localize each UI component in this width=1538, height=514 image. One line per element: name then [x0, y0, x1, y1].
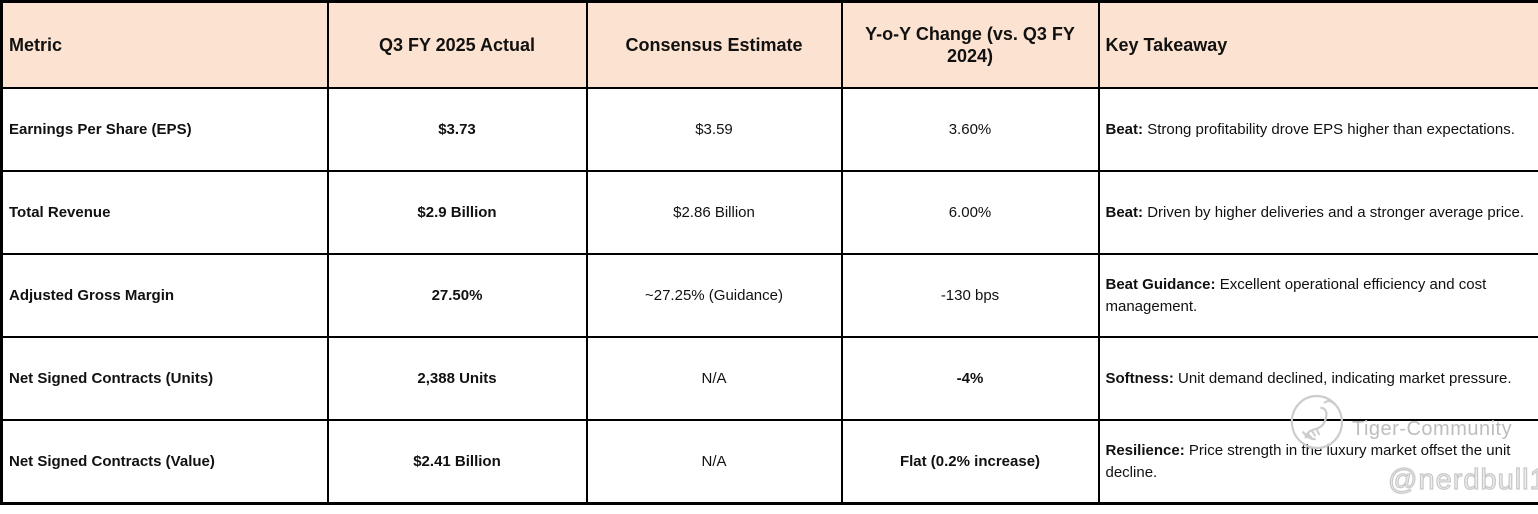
cell-actual: 27.50%: [326, 253, 588, 338]
cell-yoy: Flat (0.2% increase): [840, 419, 1100, 505]
cell-consensus: ~27.25% (Guidance): [585, 253, 843, 338]
cell-yoy: -130 bps: [840, 253, 1100, 338]
takeaway-label: Beat:: [1105, 120, 1144, 138]
cell-consensus: $3.59: [585, 87, 843, 172]
takeaway-label: Beat Guidance:: [1105, 275, 1216, 293]
table-row-gross-margin: Adjusted Gross Margin 27.50% ~27.25% (Gu…: [0, 253, 1538, 338]
cell-actual: $2.9 Billion: [326, 170, 588, 255]
cell-takeaway: Beat: Driven by higher deliveries and a …: [1097, 170, 1538, 255]
cell-yoy: -4%: [840, 336, 1100, 421]
takeaway-text: Price strength in the luxury market offs…: [1105, 441, 1511, 481]
cell-metric: Total Revenue: [0, 170, 329, 255]
takeaway-label: Softness:: [1105, 369, 1174, 387]
cell-actual: 2,388 Units: [326, 336, 588, 421]
cell-actual: $3.73: [326, 87, 588, 172]
header-cell-consensus: Consensus Estimate: [585, 0, 843, 89]
takeaway-text: Strong profitability drove EPS higher th…: [1147, 120, 1515, 138]
cell-metric: Earnings Per Share (EPS): [0, 87, 329, 172]
cell-yoy: 6.00%: [840, 170, 1100, 255]
table-row-contracts-units: Net Signed Contracts (Units) 2,388 Units…: [0, 336, 1538, 421]
takeaway-label: Resilience:: [1105, 441, 1185, 459]
takeaway-text: Driven by higher deliveries and a strong…: [1147, 203, 1525, 221]
cell-takeaway: Beat Guidance: Excellent operational eff…: [1097, 253, 1538, 338]
cell-actual: $2.41 Billion: [326, 419, 588, 505]
header-cell-takeaway: Key Takeaway: [1097, 0, 1538, 89]
cell-metric: Adjusted Gross Margin: [0, 253, 329, 338]
table-row-eps: Earnings Per Share (EPS) $3.73 $3.59 3.6…: [0, 87, 1538, 172]
cell-takeaway: Resilience: Price strength in the luxury…: [1097, 419, 1538, 505]
cell-consensus: N/A: [585, 336, 843, 421]
table-row-revenue: Total Revenue $2.9 Billion $2.86 Billion…: [0, 170, 1538, 255]
table-header-row: Metric Q3 FY 2025 Actual Consensus Estim…: [0, 0, 1538, 89]
header-cell-metric: Metric: [0, 0, 329, 89]
cell-yoy: 3.60%: [840, 87, 1100, 172]
takeaway-text: Excellent operational efficiency and cos…: [1105, 275, 1487, 315]
cell-metric: Net Signed Contracts (Value): [0, 419, 329, 505]
header-cell-yoy-change: Y-o-Y Change (vs. Q3 FY 2024): [840, 0, 1100, 89]
cell-consensus: N/A: [585, 419, 843, 505]
cell-takeaway: Beat: Strong profitability drove EPS hig…: [1097, 87, 1538, 172]
cell-metric: Net Signed Contracts (Units): [0, 336, 329, 421]
cell-takeaway: Softness: Unit demand declined, indicati…: [1097, 336, 1538, 421]
table-row-contracts-value: Net Signed Contracts (Value) $2.41 Billi…: [0, 419, 1538, 505]
takeaway-text: Unit demand declined, indicating market …: [1178, 369, 1512, 387]
header-cell-actual: Q3 FY 2025 Actual: [326, 0, 588, 89]
takeaway-label: Beat:: [1105, 203, 1144, 221]
cell-consensus: $2.86 Billion: [585, 170, 843, 255]
